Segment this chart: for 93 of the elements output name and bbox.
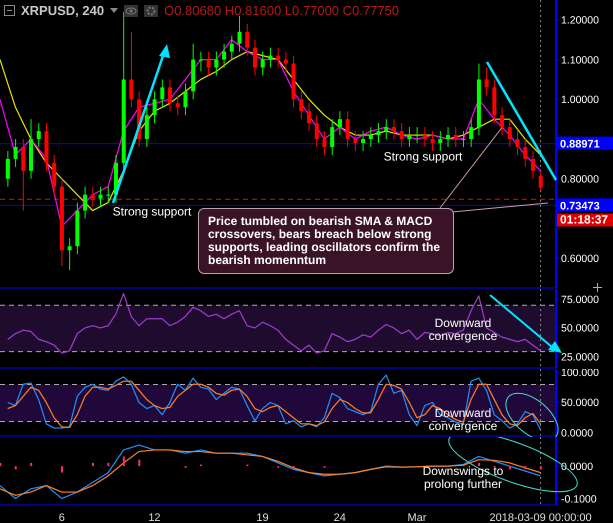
candlestick <box>446 126 450 148</box>
candlestick <box>252 39 257 76</box>
x-tick-label: 24 <box>334 512 346 523</box>
candlestick <box>276 47 280 68</box>
candlestick <box>198 51 203 72</box>
y-tick-label: -0.1000 <box>561 493 597 506</box>
x-tick-label: 6 <box>58 512 65 523</box>
candlestick <box>144 106 149 148</box>
ref-line-label: 0.73473 <box>560 200 600 212</box>
bar <box>138 460 140 466</box>
candlestick <box>461 130 466 148</box>
candlestick <box>268 47 272 68</box>
bar <box>540 466 542 470</box>
candlestick <box>168 78 172 112</box>
candlestick <box>384 118 388 140</box>
candlestick <box>214 51 218 76</box>
candlestick <box>338 110 342 136</box>
chart-title: XRPUSD, 240 <box>21 3 104 18</box>
candlestick <box>206 51 211 76</box>
candlestick <box>353 130 358 152</box>
y-tick-label: 0.60000 <box>561 252 600 265</box>
candlestick <box>260 51 265 76</box>
bar <box>122 456 125 466</box>
candlestick <box>361 130 366 152</box>
candlestick <box>238 15 242 52</box>
annotation: Strong support <box>382 150 464 164</box>
y-tick-label: 50.0000 <box>561 322 600 335</box>
candlestick <box>484 67 489 96</box>
bar <box>524 466 526 470</box>
bar <box>508 466 511 470</box>
y-tick-label: 50.0000 <box>561 397 600 410</box>
candlestick <box>330 118 334 156</box>
candlestick <box>6 150 10 188</box>
line-series <box>7 374 542 431</box>
y-tick-label: 0.0000 <box>561 428 594 440</box>
candlestick <box>314 114 319 148</box>
candlestick <box>530 150 535 180</box>
y-tick-label: 1.00000 <box>561 94 600 106</box>
y-tick-label: 75.0000 <box>561 294 600 306</box>
candlestick <box>245 23 250 56</box>
candlestick <box>52 154 56 196</box>
candlestick <box>68 238 72 271</box>
candlestick <box>538 172 543 192</box>
annotation: Strong support <box>112 204 192 218</box>
candlestick <box>392 118 396 140</box>
candlestick <box>430 130 435 152</box>
bar <box>92 462 94 466</box>
candlestick <box>36 122 41 148</box>
candlestick <box>83 186 88 219</box>
bar <box>61 466 64 473</box>
candlestick <box>106 186 110 204</box>
x-tick-label: 19 <box>256 512 269 523</box>
candlestick <box>322 130 326 156</box>
x-tick-label: 12 <box>148 512 161 523</box>
candlestick <box>346 110 350 148</box>
candlestick <box>422 126 427 148</box>
candlestick <box>222 43 226 68</box>
candlestick <box>500 106 504 136</box>
candlestick <box>14 138 18 168</box>
candlestick <box>176 94 180 116</box>
y-tick-label: 1.10000 <box>561 54 600 66</box>
candlestick <box>523 138 528 168</box>
candlestick <box>400 122 404 148</box>
x-tick-label: 2018-03-09 00:00:00 <box>489 512 592 523</box>
y-tick-label: 1.20000 <box>561 14 600 27</box>
candlestick <box>454 126 458 148</box>
candlestick <box>307 102 312 132</box>
bar <box>107 462 110 466</box>
candlestick <box>508 118 512 148</box>
x-tick-label: Mar <box>408 512 427 523</box>
candlestick <box>376 122 381 144</box>
candlestick <box>415 126 420 144</box>
candlestick <box>284 51 288 72</box>
candlestick <box>368 126 373 148</box>
text: 01:18:37 <box>557 212 613 226</box>
candlestick <box>516 130 520 156</box>
candlestick <box>469 118 474 148</box>
line-series <box>7 292 542 354</box>
annotation: Price tumbled on bearish SMA & MACD crossovers, bears breach below strong supports, leading oscillators confirm the bearish momenntum <box>198 208 454 274</box>
chart-subtitle: O0.80680 H0.81600 L0.77000 C0.77750 <box>164 3 400 18</box>
candlestick <box>183 82 188 116</box>
y-tick-label: 0.80000 <box>561 173 600 186</box>
candlestick <box>299 90 304 120</box>
ref-line-label: 0.88971 <box>560 138 600 151</box>
candlestick <box>407 126 412 148</box>
candlestick <box>230 35 234 60</box>
candlestick <box>98 186 103 208</box>
y-tick-label: 25.0000 <box>561 351 600 364</box>
candlestick <box>129 31 134 108</box>
bar <box>30 462 32 466</box>
candlestick <box>438 130 442 152</box>
candlestick <box>160 78 164 108</box>
candlestick <box>152 90 157 124</box>
